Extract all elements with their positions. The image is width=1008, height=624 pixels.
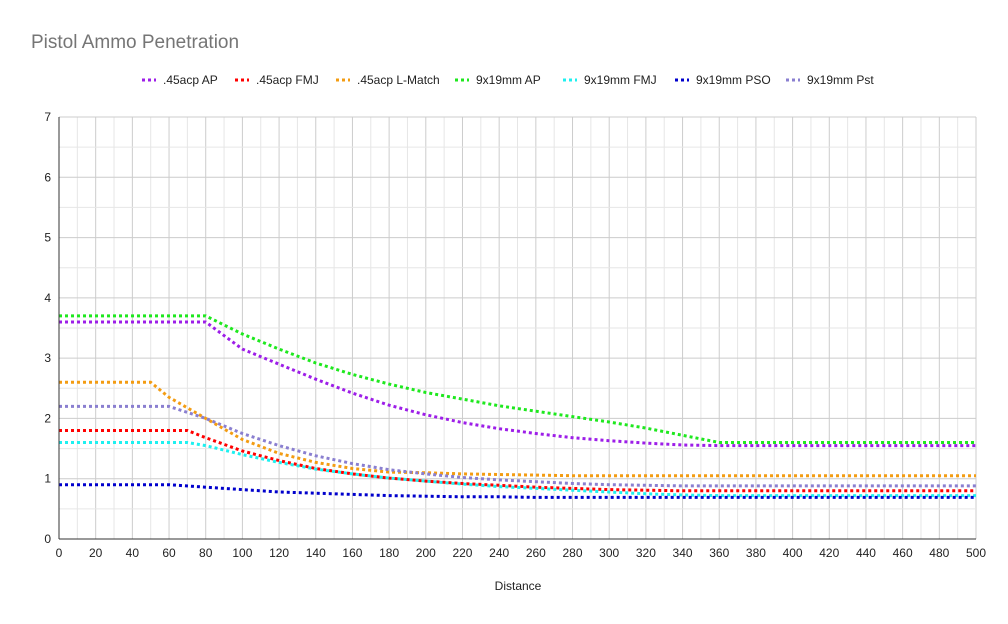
x-tick-label: 60 bbox=[162, 546, 176, 560]
y-tick-label: 3 bbox=[44, 351, 51, 365]
x-tick-label: 240 bbox=[489, 546, 509, 560]
axes: 0 20 40 60 80 100 120 140 160 180 200 220 240 260 280 3… bbox=[44, 110, 986, 560]
legend-label: 9x19mm FMJ bbox=[584, 73, 657, 87]
series-line-6 bbox=[59, 404, 976, 488]
x-tick-label: 40 bbox=[126, 546, 140, 560]
x-tick-label: 480 bbox=[929, 546, 949, 560]
series-lines bbox=[59, 314, 976, 499]
y-tick-label: 5 bbox=[44, 231, 51, 245]
series-line-4 bbox=[59, 441, 976, 498]
legend-label: .45acp FMJ bbox=[256, 73, 319, 87]
x-tick-label: 220 bbox=[452, 546, 472, 560]
x-tick-label: 300 bbox=[599, 546, 619, 560]
x-tick-label: 320 bbox=[636, 546, 656, 560]
legend-item-3: 9x19mm AP bbox=[455, 73, 541, 87]
legend-item-6: 9x19mm Pst bbox=[786, 73, 874, 87]
legend-item-1: .45acp FMJ bbox=[235, 73, 319, 87]
x-tick-label: 360 bbox=[709, 546, 729, 560]
legend-label: 9x19mm PSO bbox=[696, 73, 771, 87]
grid bbox=[58, 116, 977, 540]
x-tick-label: 140 bbox=[306, 546, 326, 560]
y-tick-label: 6 bbox=[44, 170, 51, 184]
x-tick-label: 380 bbox=[746, 546, 766, 560]
y-tick-label: 4 bbox=[44, 291, 51, 305]
x-tick-label: 200 bbox=[416, 546, 436, 560]
x-tick-label: 260 bbox=[526, 546, 546, 560]
x-tick-label: 100 bbox=[232, 546, 252, 560]
series-line-0 bbox=[59, 320, 976, 448]
x-tick-label: 0 bbox=[56, 546, 63, 560]
legend-item-4: 9x19mm FMJ bbox=[563, 73, 657, 87]
legend-label: 9x19mm AP bbox=[476, 73, 541, 87]
x-tick-label: 440 bbox=[856, 546, 876, 560]
x-tick-label: 460 bbox=[893, 546, 913, 560]
x-tick-label: 160 bbox=[342, 546, 362, 560]
series-line-5 bbox=[59, 483, 976, 499]
y-tick-label: 1 bbox=[44, 472, 51, 486]
legend-item-5: 9x19mm PSO bbox=[675, 73, 771, 87]
y-tick-label: 7 bbox=[44, 110, 51, 124]
x-tick-label: 420 bbox=[819, 546, 839, 560]
x-tick-label: 280 bbox=[563, 546, 583, 560]
x-tick-label: 20 bbox=[89, 546, 103, 560]
x-tick-label: 500 bbox=[966, 546, 986, 560]
x-tick-label: 120 bbox=[269, 546, 289, 560]
chart-title: Pistol Ammo Penetration bbox=[31, 32, 240, 53]
x-axis-title: Distance bbox=[495, 579, 542, 593]
x-tick-label: 340 bbox=[673, 546, 693, 560]
series-line-2 bbox=[59, 380, 976, 478]
legend-item-0: .45acp AP bbox=[142, 73, 218, 87]
x-tick-label: 80 bbox=[199, 546, 213, 560]
y-tick-label: 0 bbox=[44, 532, 51, 546]
legend-label: .45acp L-Match bbox=[357, 73, 440, 87]
series-line-1 bbox=[59, 429, 976, 493]
legend: .45acp AP .45acp FMJ .45acp L-Match 9x19mm … bbox=[142, 73, 874, 87]
legend-label: .45acp AP bbox=[163, 73, 218, 87]
legend-item-2: .45acp L-Match bbox=[336, 73, 440, 87]
legend-label: 9x19mm Pst bbox=[807, 73, 874, 87]
x-tick-label: 180 bbox=[379, 546, 399, 560]
x-tick-label: 400 bbox=[783, 546, 803, 560]
y-tick-label: 2 bbox=[44, 411, 51, 425]
